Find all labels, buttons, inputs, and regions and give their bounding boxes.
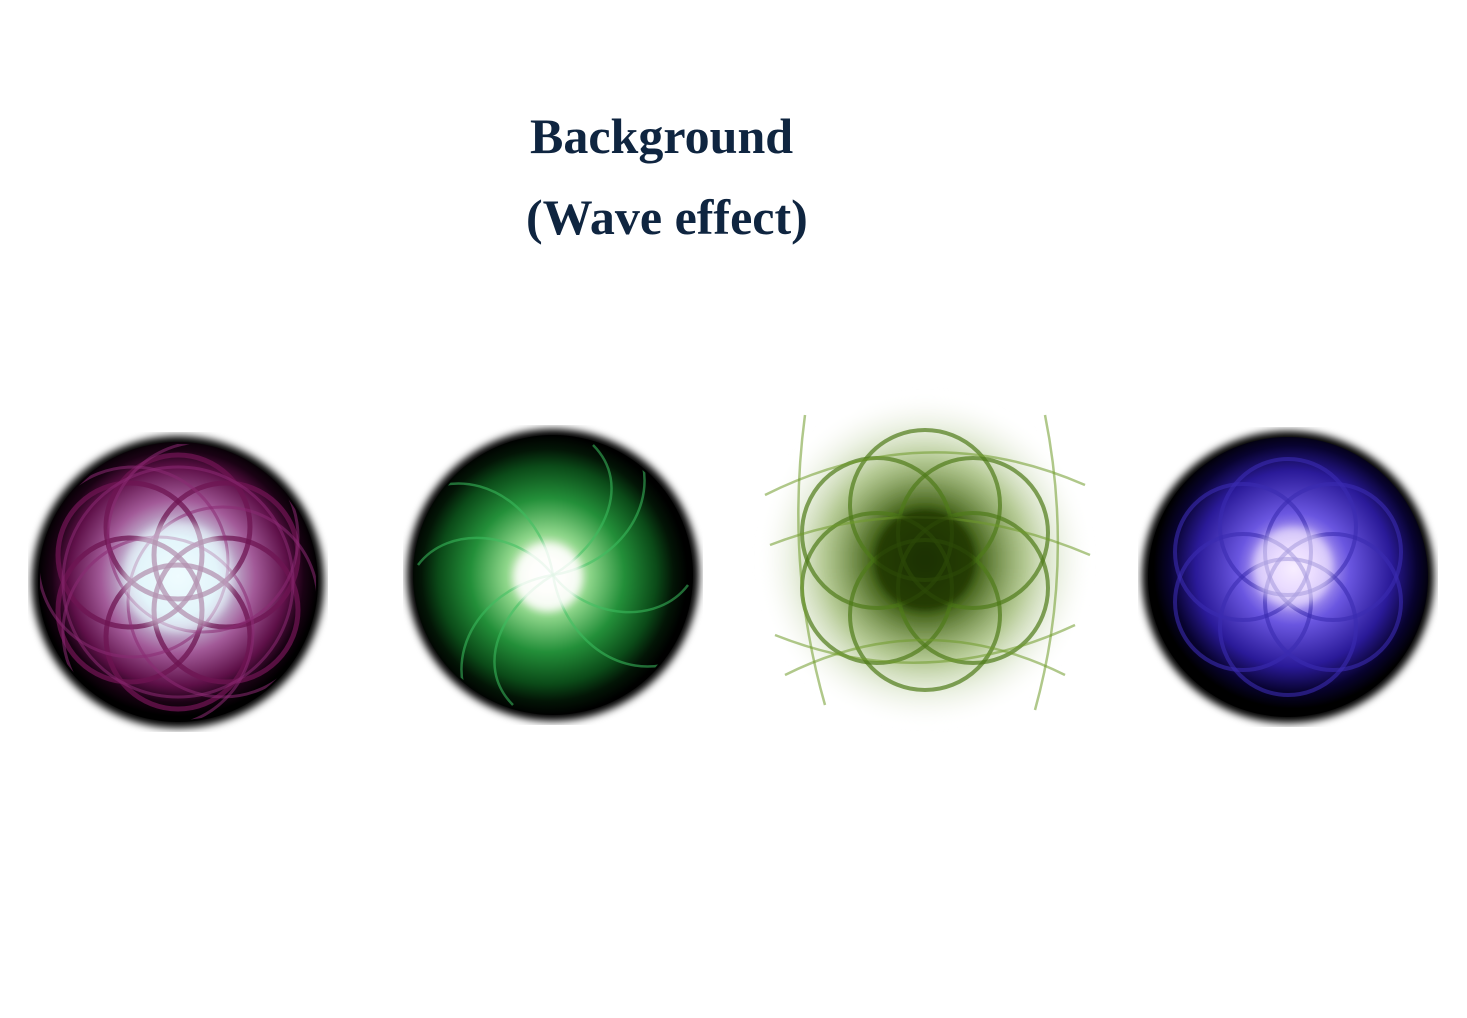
page-subtitle: (Wave effect)	[526, 189, 808, 245]
magenta-wave-orb	[28, 432, 328, 732]
magenta-wave-orb-graphic	[32, 436, 324, 728]
green-swirl-orb-graphic	[407, 429, 699, 721]
olive-wave-flower	[745, 375, 1105, 735]
title-block: Background (Wave effect)	[0, 0, 1467, 280]
green-swirl-orb	[403, 425, 703, 725]
violet-wave-orb	[1138, 427, 1438, 727]
violet-wave-orb-graphic	[1142, 431, 1434, 723]
olive-wave-flower-graphic	[755, 390, 1095, 730]
orb-gallery	[0, 360, 1467, 760]
page-title: Background	[530, 108, 794, 164]
